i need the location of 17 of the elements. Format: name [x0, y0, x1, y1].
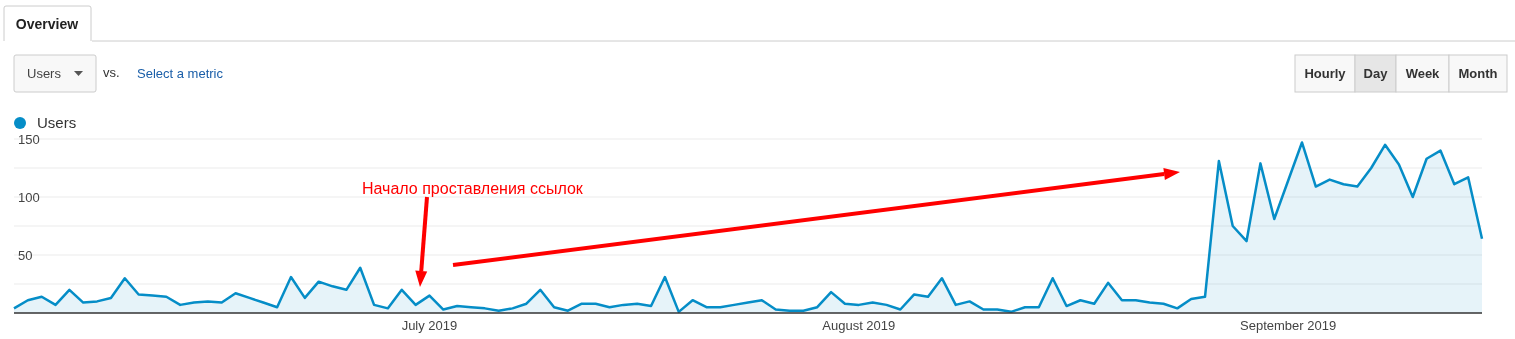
- text: Week: [1405, 66, 1441, 81]
- text: Users: [27, 66, 62, 81]
- tab: Overview: [3, 5, 92, 42]
- chart-title: Overview: [15, 16, 79, 32]
- x-tick-label: September 2019: [1240, 318, 1337, 333]
- text: Day: [1363, 66, 1389, 81]
- x-tick-label: July 2019: [401, 318, 458, 333]
- y-tick-label: 50: [18, 247, 33, 263]
- text: Select a metric: [137, 66, 224, 81]
- legend-label: Users: [37, 114, 77, 131]
- y-tick-label: 150: [18, 131, 40, 147]
- text: vs.: [103, 65, 120, 80]
- y-tick-label: 100: [18, 189, 40, 205]
- text: Month: [1458, 66, 1498, 81]
- annotation: Начало проставления ссылок: [362, 180, 584, 197]
- x-tick-label: August 2019: [822, 318, 896, 333]
- text: Hourly: [1304, 66, 1347, 81]
